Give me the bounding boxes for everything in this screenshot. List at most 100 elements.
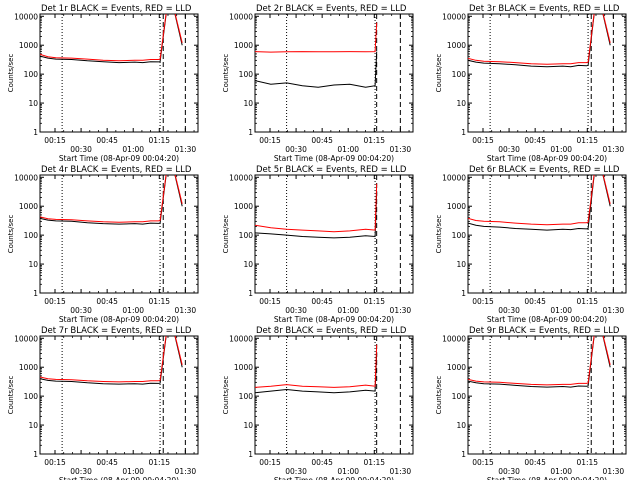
events-series-line bbox=[40, 336, 183, 385]
y-tick-label: 100 bbox=[239, 231, 254, 240]
y-tick-label: 10000 bbox=[14, 334, 38, 343]
x-tick-label: 01:00 bbox=[337, 306, 359, 315]
x-tick-label: 01:15 bbox=[148, 458, 170, 467]
detector-panel: Det 2r BLACK = Events, RED = LLD 1 10 100 10… bbox=[222, 4, 414, 163]
detector-panel: Det 6r BLACK = Events, RED = LLD 1 10 100 10… bbox=[435, 165, 627, 324]
detector-panel: Det 3r BLACK = Events, RED = LLD 1 10 100 10… bbox=[435, 4, 627, 163]
plot-frame bbox=[254, 174, 414, 294]
y-tick-label: 1 bbox=[461, 289, 466, 298]
x-tick-label: 01:00 bbox=[122, 467, 144, 476]
panel-title: Det 5r BLACK = Events, RED = LLD bbox=[256, 165, 407, 175]
y-tick-label: 10000 bbox=[229, 334, 253, 343]
y-tick-label: 10 bbox=[243, 260, 253, 269]
y-tick-label: 10000 bbox=[229, 173, 253, 182]
x-tick-label: 01:15 bbox=[363, 458, 385, 467]
x-tick-label: 01:00 bbox=[550, 306, 572, 315]
x-tick-label: 00:15 bbox=[472, 458, 494, 467]
events-series-line bbox=[40, 175, 183, 225]
events-series-line bbox=[468, 14, 611, 68]
x-tick-label: 01:15 bbox=[576, 458, 598, 467]
y-tick-label: 1 bbox=[33, 450, 38, 459]
y-axis-label: Counts/sec bbox=[435, 215, 443, 254]
x-tick-label: 01:00 bbox=[122, 306, 144, 315]
x-tick-label: 00:15 bbox=[259, 297, 281, 306]
y-tick-label: 1000 bbox=[234, 363, 253, 372]
x-tick-label: 01:15 bbox=[576, 136, 598, 145]
y-tick-label: 1 bbox=[461, 450, 466, 459]
events-series-line bbox=[468, 175, 611, 231]
y-tick-label: 100 bbox=[24, 392, 39, 401]
lld-series-line bbox=[40, 14, 183, 62]
x-axis-label: Start Time (08-Apr-09 00:04:20) bbox=[274, 154, 394, 163]
x-axis-label: Start Time (08-Apr-09 00:04:20) bbox=[274, 315, 394, 324]
x-tick-label: 00:15 bbox=[259, 458, 281, 467]
x-tick-label: 00:15 bbox=[259, 136, 281, 145]
detector-panel: Det 1r BLACK = Events, RED = LLD 1 10 100 10… bbox=[7, 4, 199, 163]
y-tick-label: 1000 bbox=[234, 202, 253, 211]
detector-panel: Det 5r BLACK = Events, RED = LLD 1 10 100 10… bbox=[222, 165, 414, 324]
y-tick-label: 10000 bbox=[229, 12, 253, 21]
y-axis-label: Counts/sec bbox=[435, 376, 443, 415]
detector-panel: Det 8r BLACK = Events, RED = LLD 1 10 100 10… bbox=[222, 326, 414, 480]
y-tick-label: 10000 bbox=[14, 173, 38, 182]
y-tick-label: 1000 bbox=[447, 202, 466, 211]
x-tick-label: 01:30 bbox=[175, 306, 197, 315]
x-tick-label: 00:45 bbox=[96, 136, 118, 145]
x-tick-label: 01:15 bbox=[576, 297, 598, 306]
y-tick-label: 1 bbox=[248, 289, 253, 298]
y-tick-label: 10 bbox=[243, 99, 253, 108]
x-tick-label: 00:45 bbox=[311, 297, 333, 306]
y-tick-label: 100 bbox=[239, 392, 254, 401]
x-tick-label: 00:45 bbox=[96, 458, 118, 467]
x-tick-label: 00:45 bbox=[524, 136, 546, 145]
y-tick-label: 1 bbox=[248, 128, 253, 137]
x-axis-label: Start Time (08-Apr-09 00:04:20) bbox=[59, 476, 179, 480]
plot-frame bbox=[467, 335, 627, 455]
x-tick-label: 01:00 bbox=[550, 145, 572, 154]
x-tick-label: 01:30 bbox=[603, 306, 625, 315]
x-tick-label: 01:30 bbox=[390, 306, 412, 315]
y-axis-label: Counts/sec bbox=[222, 215, 230, 254]
y-tick-label: 100 bbox=[452, 392, 467, 401]
y-tick-label: 10 bbox=[456, 99, 466, 108]
x-axis-label: Start Time (08-Apr-09 00:04:20) bbox=[59, 315, 179, 324]
y-tick-label: 100 bbox=[452, 231, 467, 240]
x-tick-label: 00:15 bbox=[44, 458, 66, 467]
events-series-line bbox=[468, 336, 611, 388]
x-tick-label: 01:30 bbox=[603, 145, 625, 154]
x-tick-label: 01:30 bbox=[390, 145, 412, 154]
lld-series-line bbox=[468, 175, 611, 226]
y-axis-label: Counts/sec bbox=[7, 376, 15, 415]
y-tick-label: 1 bbox=[33, 289, 38, 298]
y-tick-label: 10 bbox=[28, 260, 38, 269]
plot-frame bbox=[39, 335, 199, 455]
lld-series-line bbox=[255, 183, 378, 233]
x-tick-label: 01:00 bbox=[337, 467, 359, 476]
y-tick-label: 1000 bbox=[447, 41, 466, 50]
x-tick-label: 00:30 bbox=[285, 467, 307, 476]
y-tick-label: 10 bbox=[456, 421, 466, 430]
detector-panel: Det 4r BLACK = Events, RED = LLD 1 10 100 10… bbox=[7, 165, 199, 324]
x-tick-label: 00:45 bbox=[524, 297, 546, 306]
y-tick-label: 10000 bbox=[442, 12, 466, 21]
x-tick-label: 00:30 bbox=[285, 306, 307, 315]
y-axis-label: Counts/sec bbox=[222, 54, 230, 93]
x-tick-label: 00:30 bbox=[70, 467, 92, 476]
lld-series-line bbox=[468, 14, 611, 65]
panel-title: Det 8r BLACK = Events, RED = LLD bbox=[256, 326, 407, 336]
y-tick-label: 100 bbox=[239, 70, 254, 79]
x-tick-label: 00:30 bbox=[498, 467, 520, 476]
plot-frame bbox=[39, 174, 199, 294]
x-tick-label: 01:30 bbox=[390, 467, 412, 476]
panel-title: Det 1r BLACK = Events, RED = LLD bbox=[41, 4, 192, 14]
panel-title: Det 7r BLACK = Events, RED = LLD bbox=[41, 326, 192, 336]
y-tick-label: 1 bbox=[461, 128, 466, 137]
lld-series-line bbox=[40, 336, 183, 383]
x-axis-label: Start Time (08-Apr-09 00:04:20) bbox=[274, 476, 394, 480]
y-tick-label: 1000 bbox=[19, 363, 38, 372]
x-tick-label: 00:45 bbox=[96, 297, 118, 306]
x-tick-label: 00:30 bbox=[70, 145, 92, 154]
plot-frame bbox=[467, 13, 627, 133]
y-tick-label: 1000 bbox=[19, 202, 38, 211]
events-series-line bbox=[255, 192, 378, 239]
